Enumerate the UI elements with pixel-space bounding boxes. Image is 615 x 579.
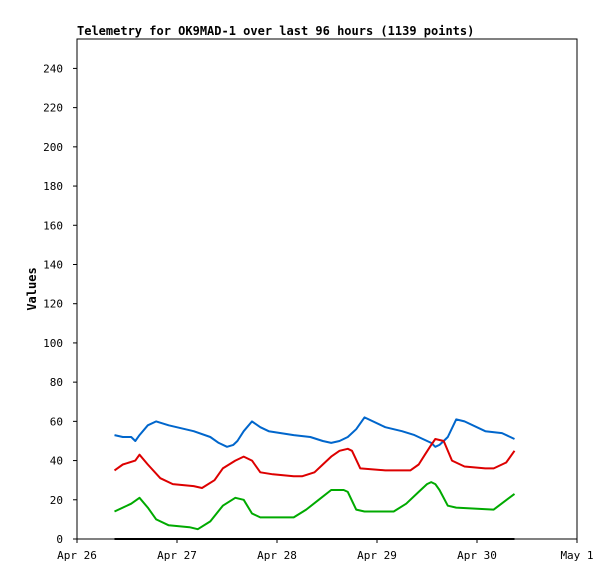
y-tick-label: 160 xyxy=(43,219,63,232)
y-tick-label: 100 xyxy=(43,337,63,350)
x-tick-label: Apr 27 xyxy=(157,549,197,562)
y-tick-label: 180 xyxy=(43,180,63,193)
y-tick-label: 40 xyxy=(50,455,63,468)
chart-title: Telemetry for OK9MAD-1 over last 96 hour… xyxy=(77,24,474,38)
series-group xyxy=(113,416,516,540)
x-tick-label: Apr 30 xyxy=(457,549,497,562)
y-tick-label: 80 xyxy=(50,376,63,389)
series-line-2 xyxy=(113,438,516,489)
x-tick-label: Apr 26 xyxy=(57,549,97,562)
y-tick-label: 60 xyxy=(50,415,63,428)
x-tick-label: May 1 xyxy=(560,549,593,562)
y-tick-label: 220 xyxy=(43,102,63,115)
y-tick-label: 0 xyxy=(56,533,63,546)
x-axis: Apr 26 Apr 27 Apr 28 Apr 29 Apr 30 May 1 xyxy=(57,539,594,562)
y-tick-label: 140 xyxy=(43,258,63,271)
series-line-3 xyxy=(114,481,516,531)
series-line-1 xyxy=(114,416,515,448)
y-tick-label: 120 xyxy=(43,298,63,311)
y-axis-label: Values xyxy=(25,267,39,310)
x-tick-label: Apr 29 xyxy=(357,549,397,562)
x-tick-label: Apr 28 xyxy=(257,549,297,562)
y-tick-label: 200 xyxy=(43,141,63,154)
y-tick-label: 20 xyxy=(50,494,63,507)
y-tick-label: 240 xyxy=(43,62,63,75)
y-axis: 0 20 40 60 80 100 120 140 160 180 200 220 240 xyxy=(43,62,77,546)
